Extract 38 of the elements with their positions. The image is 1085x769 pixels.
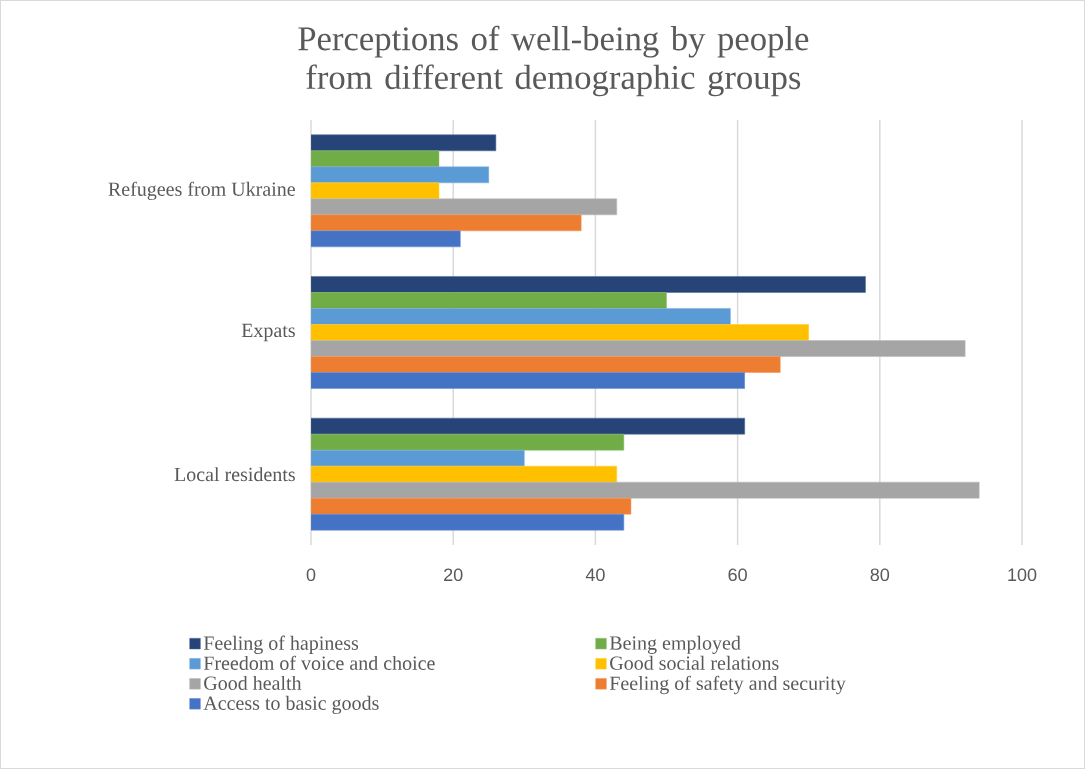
x-tick-label: 100 [1008,568,1037,582]
bar [311,433,625,451]
bar [311,214,582,232]
bar [311,150,440,168]
legend-label: Feeling of hapiness [203,635,359,654]
bar [311,292,667,309]
legend-label: Freedom of voice and choice [203,655,435,670]
bar [311,134,497,152]
legend-label: Being employed [609,635,741,654]
chart-title: Perceptions of well-being by people from different demographic groups [298,25,809,97]
bar [311,166,490,184]
bar [311,449,525,467]
y-tick-label: Local residents [174,467,295,482]
bar [311,417,745,435]
y-tick-label: Expats [241,323,295,342]
legend-label: Access to basic goods [203,695,379,715]
x-tick-label: 80 [870,568,890,582]
bar [311,324,809,341]
bar [311,230,461,248]
bar [311,182,440,200]
legend-label: Good health [204,675,302,690]
x-tick-label: 60 [728,568,747,582]
x-tick-label: 20 [444,568,463,582]
bar [311,465,618,483]
x-tick-label: 0 [306,568,316,582]
x-tick-label: 40 [585,568,605,582]
bar [311,497,632,515]
bar [311,198,618,216]
bar [311,356,781,373]
legend-label: Feeling of safety and security [609,675,846,695]
bar [311,481,980,499]
bar [311,513,625,531]
bar [311,340,966,357]
y-tick-label: Refugees from Ukraine [108,181,295,201]
bar [311,276,866,293]
bar [311,308,731,325]
legend-label: Good social relations [610,655,779,670]
bar [311,372,745,389]
